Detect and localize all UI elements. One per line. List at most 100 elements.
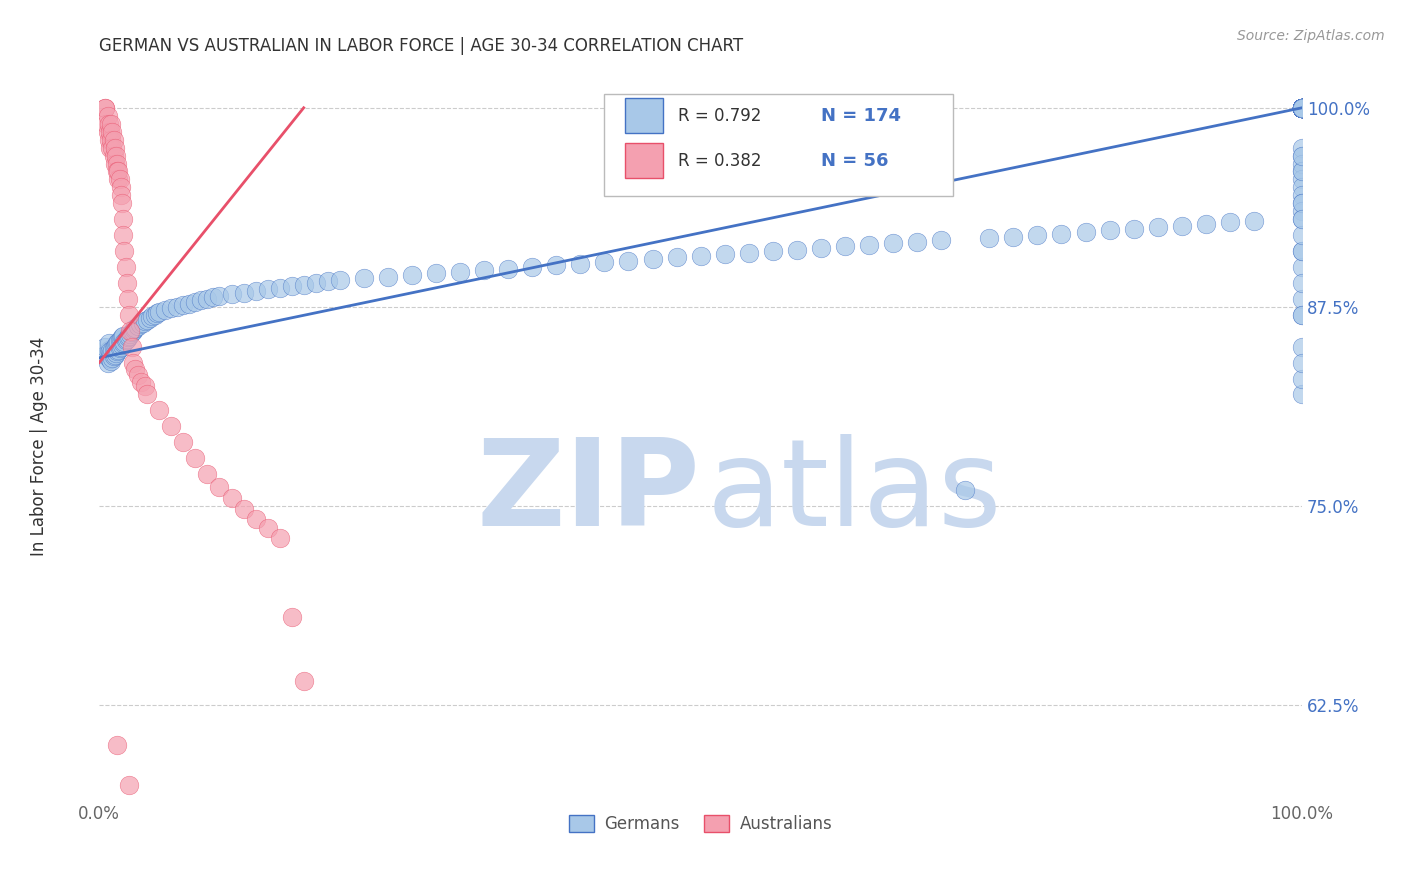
Point: [110, 340, 132, 354]
Point: [148, 403, 170, 417]
Point: [110, 180, 132, 194]
Point: [425, 267, 447, 281]
Point: [100, 354, 122, 368]
Point: [160, 419, 183, 434]
Point: [1291, 101, 1313, 115]
Point: [641, 252, 664, 266]
Point: [208, 289, 231, 303]
Point: [245, 284, 267, 298]
Point: [103, 341, 125, 355]
Point: [232, 285, 254, 300]
Point: [148, 304, 170, 318]
Point: [104, 156, 127, 170]
Point: [1291, 228, 1313, 243]
Point: [1195, 217, 1218, 231]
FancyBboxPatch shape: [624, 98, 664, 134]
Point: [98, 352, 121, 367]
Point: [1291, 244, 1313, 259]
Point: [118, 308, 141, 322]
Point: [197, 467, 219, 481]
Point: [103, 349, 125, 363]
Point: [143, 308, 166, 322]
Point: [115, 332, 138, 346]
Point: [1291, 204, 1313, 219]
Point: [107, 164, 129, 178]
Point: [1291, 148, 1313, 162]
Point: [1219, 215, 1241, 229]
Point: [1291, 101, 1313, 115]
Point: [1291, 101, 1313, 115]
Point: [1291, 212, 1313, 227]
Point: [546, 259, 568, 273]
Point: [1291, 101, 1313, 115]
Point: [377, 269, 399, 284]
Point: [786, 243, 808, 257]
Point: [136, 312, 159, 326]
Point: [1291, 101, 1313, 115]
Point: [834, 239, 856, 253]
Point: [1098, 223, 1121, 237]
Point: [1291, 101, 1313, 115]
Point: [593, 255, 616, 269]
Point: [292, 674, 315, 689]
Point: [1291, 101, 1313, 115]
Point: [105, 164, 128, 178]
Point: [305, 276, 328, 290]
Point: [1291, 101, 1313, 115]
Text: R = 0.382: R = 0.382: [678, 152, 761, 169]
Point: [98, 344, 121, 359]
Point: [97, 133, 120, 147]
Point: [94, 348, 117, 362]
Point: [134, 379, 156, 393]
Point: [1002, 229, 1025, 244]
Point: [197, 292, 219, 306]
Point: [1146, 220, 1168, 235]
Point: [858, 237, 880, 252]
Point: [665, 251, 688, 265]
Point: [1291, 101, 1313, 115]
Point: [1291, 101, 1313, 115]
Point: [221, 287, 243, 301]
Point: [1291, 101, 1313, 115]
Point: [94, 101, 117, 115]
Point: [184, 295, 207, 310]
Point: [131, 316, 153, 330]
Point: [115, 276, 138, 290]
Point: [120, 326, 142, 341]
Point: [107, 334, 129, 349]
Point: [124, 320, 146, 334]
Point: [97, 117, 120, 131]
Point: [1291, 101, 1313, 115]
Point: [101, 343, 124, 357]
Point: [172, 435, 194, 450]
Text: N = 56: N = 56: [821, 152, 889, 169]
Point: [122, 355, 145, 369]
Point: [955, 483, 977, 497]
Point: [1291, 355, 1313, 369]
Point: [1291, 101, 1313, 115]
Point: [105, 336, 128, 351]
Point: [105, 738, 128, 752]
Text: atlas: atlas: [707, 434, 1002, 551]
Point: [1291, 140, 1313, 154]
Point: [221, 491, 243, 505]
Point: [1026, 228, 1049, 243]
Point: [929, 233, 952, 247]
Point: [256, 282, 278, 296]
Point: [104, 348, 127, 362]
Point: [472, 263, 495, 277]
Point: [569, 257, 592, 271]
Point: [1291, 101, 1313, 115]
Point: [713, 247, 735, 261]
Point: [1291, 188, 1313, 202]
Point: [1291, 101, 1313, 115]
Point: [329, 273, 352, 287]
Point: [1291, 101, 1313, 115]
Point: [1291, 148, 1313, 162]
Point: [184, 451, 207, 466]
Legend: Germans, Australians: Germans, Australians: [562, 808, 839, 840]
Point: [111, 330, 134, 344]
Point: [94, 340, 117, 354]
Point: [1291, 101, 1313, 115]
Point: [134, 314, 156, 328]
